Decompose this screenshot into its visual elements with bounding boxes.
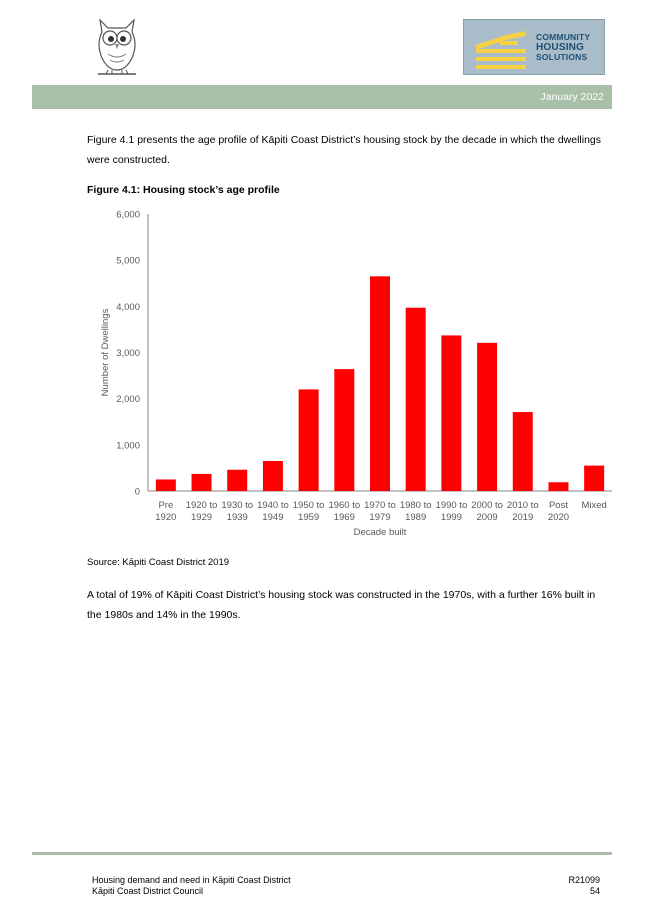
x-tick-label: Mixed	[581, 500, 606, 511]
x-tick-label: 1979	[369, 512, 390, 523]
bar	[477, 342, 498, 491]
x-tick-label: 1930 to	[221, 500, 253, 511]
y-tick-label: 5,000	[116, 256, 140, 267]
x-tick-label: 1939	[227, 512, 248, 523]
bar	[191, 473, 212, 491]
x-tick-label: 1949	[262, 512, 283, 523]
header-date: January 2022	[540, 91, 604, 103]
bar	[584, 465, 605, 491]
x-axis-title: Decade built	[354, 527, 407, 538]
footer-rule	[32, 852, 612, 855]
client-name: Kāpiti Coast District Council	[92, 886, 204, 896]
figure-title: Figure 4.1: Housing stock’s age profile	[87, 184, 280, 196]
x-tick-label: 1999	[441, 512, 462, 523]
bar	[548, 482, 569, 491]
logo-line-3: SOLUTIONS	[536, 52, 588, 62]
header-band: January 2022	[32, 85, 612, 109]
x-tick-label: Post	[549, 500, 568, 511]
y-tick-label: 1,000	[116, 440, 140, 451]
bar	[370, 276, 390, 491]
x-tick-label: 1980 to	[400, 500, 432, 511]
x-tick-label: 1940 to	[257, 500, 289, 511]
bar	[155, 479, 176, 491]
x-tick-label: 2020	[548, 512, 569, 523]
bar	[512, 412, 533, 491]
y-tick-label: 3,000	[116, 348, 140, 359]
x-tick-label: 1920 to	[186, 500, 218, 511]
summary-paragraph: A total of 19% of Kāpiti Coast District’…	[87, 589, 596, 621]
logo-line-2: HOUSING	[536, 42, 585, 53]
report-title: Housing demand and need in Kāpiti Coast …	[92, 875, 291, 885]
bar	[298, 389, 319, 491]
house-bars-icon	[476, 31, 526, 69]
footer-right: R21099 54	[568, 875, 600, 897]
report-number: R21099	[568, 875, 600, 885]
bar	[441, 335, 462, 491]
footer-left: Housing demand and need in Kāpiti Coast …	[92, 875, 291, 897]
y-tick-label: 6,000	[116, 210, 140, 221]
y-tick-label: 0	[135, 487, 140, 498]
x-tick-label: Pre	[158, 500, 173, 511]
intro-paragraph: Figure 4.1 presents the age profile of K…	[87, 134, 602, 166]
x-tick-label: 1990 to	[436, 500, 468, 511]
x-tick-label: 1950 to	[293, 500, 325, 511]
y-axis-title: Number of Dwellings	[100, 308, 111, 396]
x-tick-label: 2019	[512, 512, 533, 523]
x-tick-label: 1920	[155, 512, 176, 523]
community-housing-solutions-logo: COMMUNITY HOUSING SOLUTIONS	[463, 19, 605, 75]
y-tick-label: 4,000	[116, 302, 140, 313]
owl-icon	[98, 18, 136, 75]
x-tick-label: 1929	[191, 512, 212, 523]
bar	[334, 369, 355, 491]
figure-source: Source: Kāpiti Coast District 2019	[87, 557, 230, 568]
logo-line-1: COMMUNITY	[536, 32, 591, 42]
bar	[405, 307, 426, 491]
bar	[227, 469, 248, 491]
x-tick-label: 2010 to	[507, 500, 539, 511]
logo-text: COMMUNITY HOUSING SOLUTIONS	[536, 33, 590, 62]
bar	[262, 460, 283, 491]
x-tick-label: 2000 to	[471, 500, 503, 511]
x-tick-label: 2009	[477, 512, 498, 523]
page-number: 54	[589, 886, 600, 896]
y-tick-label: 2,000	[116, 394, 140, 405]
x-tick-label: 1960 to	[328, 500, 360, 511]
x-tick-label: 1970 to	[364, 500, 396, 511]
x-tick-label: 1989	[405, 512, 426, 523]
x-tick-label: 1959	[298, 512, 319, 523]
x-tick-label: 1969	[334, 512, 355, 523]
